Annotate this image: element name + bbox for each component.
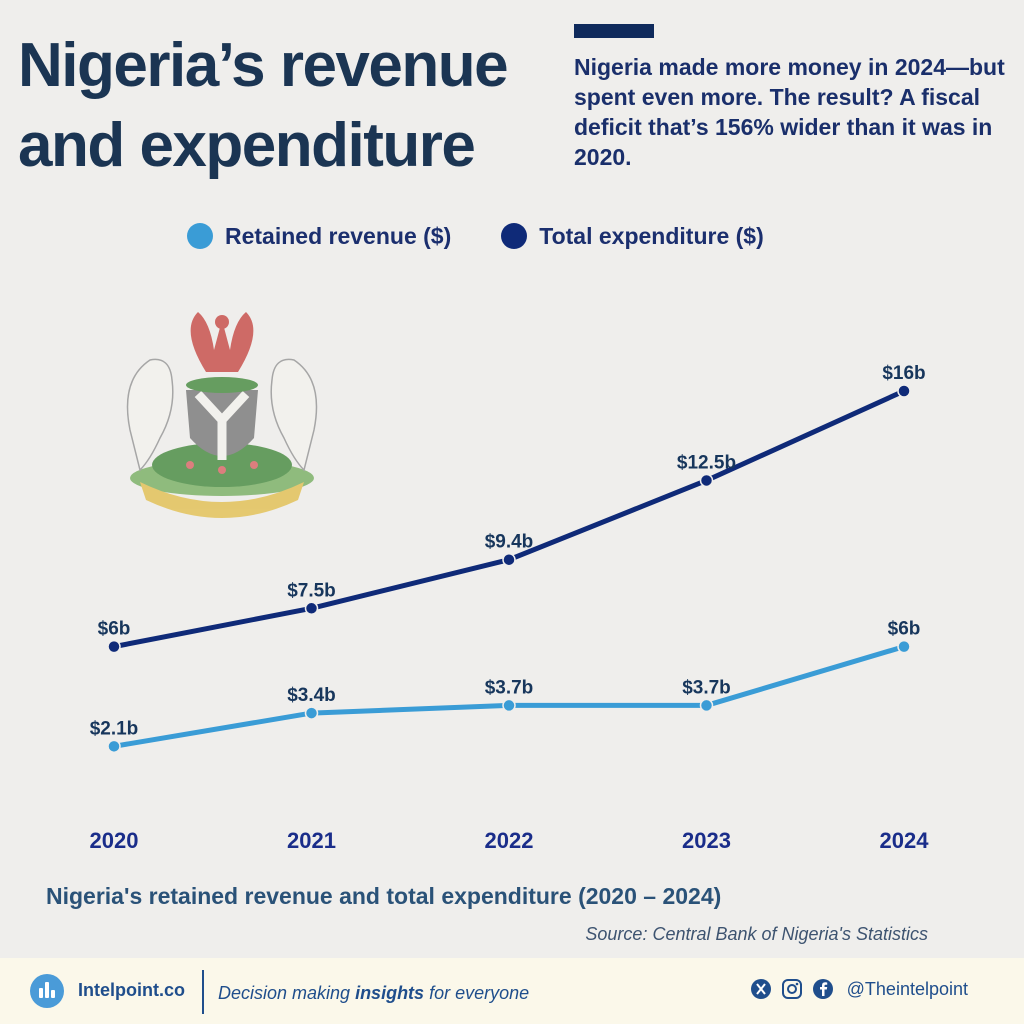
- data-point-expenditure-2020: [107, 639, 121, 654]
- legend-item-revenue: Retained revenue ($): [187, 223, 451, 250]
- x-tick-label-2024: 2024: [880, 828, 930, 853]
- data-point-expenditure-2024: [897, 384, 911, 398]
- data-label-expenditure-2021: $7.5b: [287, 580, 336, 601]
- data-point-revenue-2021: [304, 706, 319, 720]
- data-label-revenue-2024: $6b: [888, 619, 921, 640]
- data-point-revenue-2020: [107, 739, 121, 754]
- data-label-expenditure-2023: $12.5b: [677, 452, 736, 473]
- data-point-expenditure-2023: [699, 473, 714, 488]
- data-point-revenue-2024: [897, 639, 911, 654]
- data-labels-layer: $6b $7.5b $9.4b $12.5b $16b $2.1b $3.4b $3.7b $3…: [90, 363, 926, 739]
- x-tick-label-2023: 2023: [682, 828, 731, 853]
- data-label-revenue-2021: $3.4b: [287, 685, 336, 706]
- legend-marker-revenue: [187, 223, 213, 249]
- data-label-expenditure-2020: $6b: [98, 619, 131, 640]
- data-label-revenue-2022: $3.7b: [485, 677, 534, 698]
- data-label-revenue-2023: $3.7b: [682, 677, 731, 698]
- tagline: Decision making insights for everyone: [218, 983, 529, 1004]
- social-handle[interactable]: @Theintelpoint: [846, 978, 968, 999]
- data-point-revenue-2023: [699, 698, 714, 713]
- data-point-expenditure-2022: [502, 552, 516, 567]
- social-links: @Theintelpoint: [750, 978, 968, 1000]
- legend-item-expenditure: Total expenditure ($): [501, 223, 764, 250]
- x-tick-label-2020: 2020: [90, 828, 139, 853]
- facebook-icon[interactable]: [812, 978, 834, 1000]
- data-point-expenditure-2021: [304, 601, 319, 616]
- tagline-bold: insights: [355, 983, 425, 1003]
- coat-of-arms-emblem: [126, 312, 318, 518]
- data-label-revenue-2020: $2.1b: [90, 718, 139, 739]
- page-subtitle: Nigeria made more money in 2024—but spen…: [574, 54, 1005, 170]
- data-label-expenditure-2022: $9.4b: [485, 532, 534, 553]
- tagline-post: for everyone: [424, 983, 530, 1003]
- tagline-pre: Decision making: [218, 983, 356, 1003]
- data-label-expenditure-2024: $16b: [882, 363, 925, 384]
- x-icon[interactable]: [750, 978, 772, 1000]
- instagram-icon[interactable]: [781, 978, 803, 1000]
- series-layer: [107, 384, 911, 754]
- data-point-revenue-2022: [502, 698, 516, 713]
- x-tick-label-2021: 2021: [287, 828, 336, 853]
- x-tick-label-2022: 2022: [485, 828, 534, 853]
- chart-legend: Retained revenue ($) Total expenditure (…: [187, 219, 814, 253]
- accent-bar: [574, 24, 654, 38]
- x-axis: 2020 2021 2022 2023 2024: [90, 828, 930, 853]
- legend-marker-expenditure: [501, 223, 528, 249]
- intelpoint-logo-icon[interactable]: [30, 974, 64, 1008]
- legend-label-expenditure: Total expenditure ($): [539, 222, 764, 249]
- source-note: Source: Central Bank of Nigeria's Statis…: [585, 924, 928, 944]
- line-chart: $6b $7.5b $9.4b $12.5b $16b $2.1b $3.4b $3.7b $3…: [90, 312, 930, 853]
- legend-label-revenue: Retained revenue ($): [225, 222, 452, 249]
- brand-name-link[interactable]: Intelpoint.co: [78, 980, 185, 1000]
- chart-caption: Nigeria's retained revenue and total exp…: [46, 883, 722, 909]
- footer-divider: [202, 970, 204, 1014]
- page-title: Nigeria’s revenue and expenditure: [18, 31, 509, 180]
- footer: Intelpoint.co Decision making insights f…: [0, 958, 1024, 1024]
